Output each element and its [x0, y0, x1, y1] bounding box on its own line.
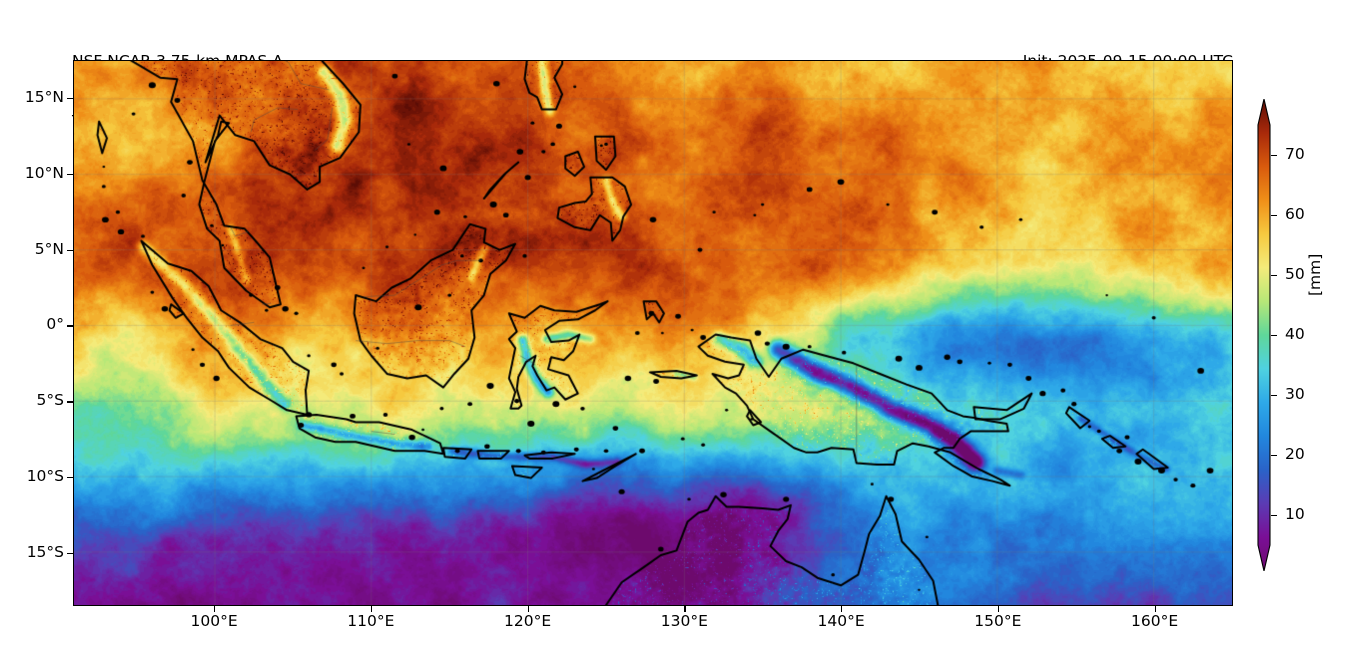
y-tick-mark	[67, 249, 73, 251]
x-tick-mark	[370, 606, 373, 612]
y-tick-label: 10°S	[26, 467, 64, 486]
colorbar-tick-mark	[1271, 215, 1277, 217]
y-tick-label: 10°N	[24, 163, 64, 182]
x-tick-mark	[684, 606, 686, 612]
x-tick-label: 150°E	[974, 612, 1022, 630]
x-tick-label: 100°E	[190, 612, 238, 630]
y-tick-label: 5°N	[34, 239, 64, 258]
x-tick-mark	[841, 606, 843, 612]
y-tick-label: 5°S	[36, 391, 64, 410]
colorbar	[1257, 99, 1271, 571]
colorbar-tick-label: 70	[1285, 145, 1305, 163]
colorbar-tick-mark	[1271, 155, 1277, 157]
y-tick-mark	[67, 477, 73, 479]
y-tick-mark	[67, 401, 73, 403]
colorbar-tick-label: 20	[1285, 445, 1305, 463]
colorbar-tick-label: 50	[1285, 265, 1305, 283]
x-tick-label: 130°E	[660, 612, 708, 630]
y-tick-mark	[67, 552, 73, 555]
colorbar-tick-label: 10	[1285, 505, 1305, 523]
x-tick-mark	[214, 606, 216, 612]
map-axes	[73, 60, 1233, 606]
colorbar-tick-label: 60	[1285, 205, 1305, 223]
y-tick-label: 15°S	[26, 542, 64, 561]
x-tick-label: 140°E	[817, 612, 865, 630]
colorbar-tick-label: 40	[1285, 325, 1305, 343]
y-tick-label: 0°	[46, 315, 64, 334]
colorbar-tick-mark	[1271, 275, 1277, 277]
x-tick-label: 120°E	[504, 612, 552, 630]
x-tick-mark	[997, 606, 1000, 612]
x-tick-mark	[1154, 606, 1156, 612]
colorbar-tick-mark	[1271, 515, 1277, 517]
colorbar-tick-mark	[1271, 395, 1277, 397]
precipitable-water-field	[74, 61, 1232, 605]
x-tick-mark	[527, 606, 529, 612]
colorbar-tick-label: 30	[1285, 385, 1305, 403]
y-tick-label: 15°N	[24, 87, 64, 106]
colorbar-tick-mark	[1271, 335, 1277, 337]
y-tick-mark	[67, 173, 73, 176]
x-tick-label: 110°E	[347, 612, 395, 630]
x-tick-label: 160°E	[1131, 612, 1179, 630]
colorbar-tick-mark	[1271, 455, 1277, 457]
y-tick-mark	[67, 325, 73, 327]
colorbar-units-label: [mm]	[1306, 253, 1324, 296]
y-tick-mark	[67, 97, 73, 100]
